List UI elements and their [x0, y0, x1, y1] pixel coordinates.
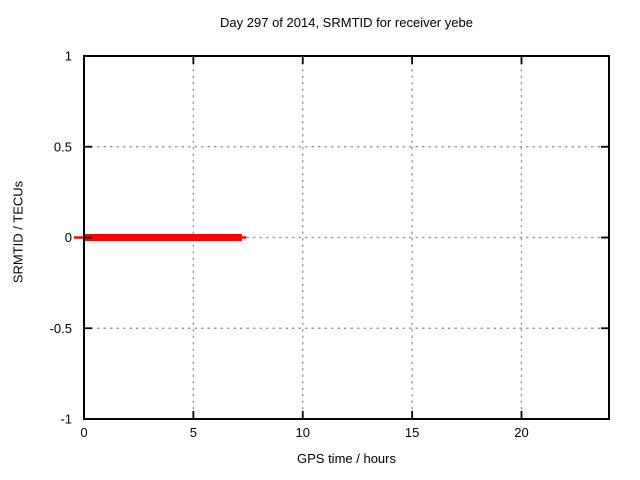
x-tick-label: 0	[80, 425, 87, 440]
y-tick-label: -0.5	[50, 321, 72, 336]
y-tick-label: 0	[65, 230, 72, 245]
y-tick-label: 0.5	[54, 139, 72, 154]
chart-title: Day 297 of 2014, SRMTID for receiver yeb…	[220, 15, 473, 30]
x-tick-label: 10	[296, 425, 310, 440]
y-tick-label: 1	[65, 49, 72, 64]
x-tick-label: 5	[190, 425, 197, 440]
y-tick-label: -1	[60, 412, 72, 427]
x-axis-label: GPS time / hours	[297, 451, 396, 466]
x-tick-label: 20	[514, 425, 528, 440]
x-tick-label: 15	[405, 425, 419, 440]
